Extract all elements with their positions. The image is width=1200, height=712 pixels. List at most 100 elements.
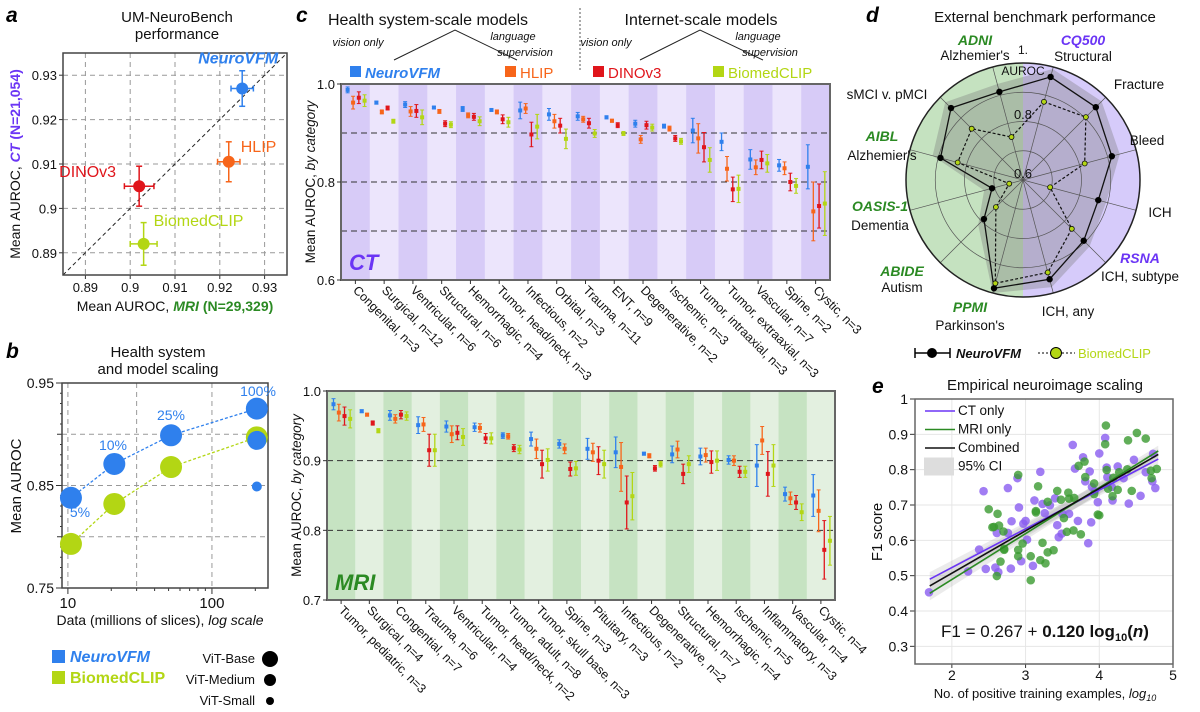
- point-biomedclip: [678, 139, 683, 144]
- panel-label-c: c: [296, 4, 308, 27]
- point-dinov3: [586, 121, 591, 126]
- y-tick-label: 1.0: [317, 77, 335, 92]
- category-band: [778, 391, 808, 600]
- point-mri: [1094, 510, 1104, 520]
- point-ct: [981, 564, 991, 574]
- point-neurovfm: [698, 454, 703, 459]
- point-neurovfm: [604, 115, 609, 120]
- point-neurovfm: [719, 139, 724, 144]
- equation-text: F1 = 0.267 +: [941, 622, 1042, 641]
- point-neurovfm: [403, 102, 408, 107]
- point-label: DINOv3: [59, 164, 116, 181]
- legend-swatch-dinov3: [593, 66, 604, 77]
- point-dinov3: [455, 430, 460, 435]
- dataset-label: AIBL: [865, 128, 899, 144]
- point-neurovfm: [1092, 103, 1100, 111]
- point-ct: [979, 486, 988, 496]
- point-neurovfm: [980, 215, 988, 223]
- point-biomedclip: [59, 532, 82, 555]
- legend-marker-biomedclip: [1050, 347, 1062, 359]
- point-hlip: [449, 432, 454, 437]
- legend-label: HLIP: [520, 65, 553, 82]
- point-mri: [1076, 530, 1086, 539]
- panel-label-a: a: [6, 4, 18, 27]
- size-legend-label: ViT-Medium: [186, 672, 255, 687]
- y-label-italic: by category: [303, 99, 318, 170]
- point-biomedclip: [968, 125, 975, 132]
- point-neurovfm: [374, 100, 379, 105]
- category-band: [484, 84, 515, 280]
- x-axis-label: Mean AUROC, MRI (N=29,329): [77, 298, 274, 314]
- fit-line-mri-only: [929, 450, 1159, 595]
- x-label-text: Mean AUROC,: [77, 298, 173, 314]
- point-mri: [1031, 506, 1041, 516]
- point-hlip: [609, 118, 614, 123]
- point-dinov3: [765, 471, 770, 476]
- y-axis-label: Mean AUROC, by category: [289, 413, 304, 577]
- point-biomedclip: [686, 462, 691, 467]
- point-biomedclip: [563, 136, 568, 141]
- point-label: NeuroVFM: [198, 51, 279, 68]
- y-tick-label: 0.9: [303, 454, 321, 469]
- point-biomedclip: [1082, 114, 1089, 121]
- point-hlip: [437, 109, 442, 114]
- point-neurovfm: [670, 452, 675, 457]
- y-label-italic: by category: [289, 413, 304, 484]
- y-tick-label: 0.5: [889, 568, 909, 584]
- point-neurovfm-vit-small: [251, 481, 262, 492]
- point-biomedclip: [1068, 225, 1075, 232]
- point-ct: [1003, 483, 1013, 493]
- chart-title: Empirical neuroimage scaling: [947, 377, 1143, 394]
- point-hlip: [477, 425, 482, 430]
- point-hlip: [675, 447, 680, 452]
- point-hlip: [667, 126, 672, 131]
- point-mri: [1080, 457, 1089, 466]
- point-mri: [1013, 545, 1023, 555]
- legend-label: NeuroVFM: [956, 346, 1022, 361]
- y-label-modality: CT: [7, 142, 23, 162]
- point-neurovfm: [1046, 276, 1053, 283]
- point-neurovfm: [726, 457, 731, 462]
- point-biomedclip: [404, 414, 409, 419]
- panel-c-header: Health system-scale models Internet-scale…: [328, 8, 812, 82]
- point-dinov3: [709, 460, 714, 465]
- legend-label: 95% CI: [958, 459, 1002, 474]
- dataset-label: PPMI: [953, 299, 988, 315]
- point-biomedclip: [489, 436, 494, 441]
- y-tick-label: 1.0: [303, 384, 321, 399]
- point-biomedclip: [1047, 184, 1054, 191]
- point-hlip: [753, 165, 758, 170]
- point-biomedclip: [348, 416, 353, 421]
- category-band: [327, 391, 356, 600]
- dataset-label: RSNA: [1120, 250, 1160, 266]
- point-mri: [1147, 473, 1156, 483]
- size-legend-label: ViT-Small: [200, 693, 255, 708]
- branch-lines: [639, 29, 764, 61]
- point-neurovfm: [947, 104, 955, 112]
- point-mri: [1043, 497, 1052, 507]
- point-neurovfm: [575, 114, 580, 119]
- point-neurovfm: [345, 87, 350, 92]
- point-neurovfm: [472, 425, 477, 430]
- legend-ci-swatch: [924, 457, 954, 476]
- point-hlip: [534, 446, 539, 451]
- point-biomedclip: [432, 448, 437, 453]
- point-mri: [1018, 539, 1027, 548]
- axis-label: ICH: [1148, 205, 1171, 220]
- point-ct: [1030, 496, 1039, 505]
- point-neurovfm-vit-medium: [247, 430, 267, 450]
- point-mri: [1089, 479, 1099, 488]
- branch-lines: [393, 29, 518, 61]
- point-ct: [1014, 503, 1024, 512]
- point-biomedclip: [736, 186, 741, 191]
- point-hlip: [421, 422, 426, 427]
- radar-spoke: [909, 179, 1024, 211]
- point-neurovfm: [633, 121, 638, 126]
- point-dinov3: [414, 108, 419, 113]
- point-hlip: [562, 446, 567, 451]
- point-biomedclip: [1081, 160, 1088, 167]
- size-legend-marker: [264, 674, 276, 686]
- radar-spoke: [909, 149, 1024, 181]
- point-neurovfm: [1095, 196, 1102, 204]
- category-band: [665, 391, 695, 600]
